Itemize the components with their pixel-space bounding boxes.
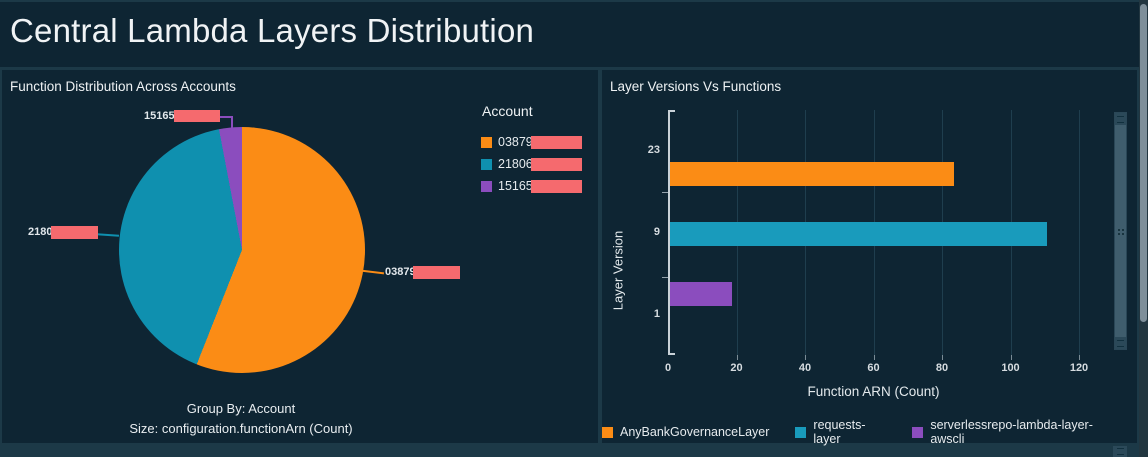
category-tick: [662, 277, 668, 278]
x-tick-mark: [805, 355, 806, 360]
bar-legend: AnyBankGovernanceLayer requests-layer se…: [602, 418, 1113, 446]
x-axis-title: Function ARN (Count): [807, 384, 940, 399]
pie-footer-groupby: Group By: Account: [186, 401, 296, 416]
bar-serverlessrepo-lambda-layer-awscli[interactable]: [670, 282, 732, 306]
pie-connector-purple: [220, 116, 233, 118]
pie-connector-purple: [231, 116, 233, 129]
bar-requests-layer[interactable]: [670, 222, 1047, 246]
pie-panel: Function Distribution Across Accounts 03…: [2, 70, 598, 443]
legend-swatch: [795, 426, 807, 438]
redaction-box: [530, 157, 582, 171]
legend-label: 15165: [498, 179, 533, 193]
x-tick-mark: [873, 355, 875, 360]
y-tick-label: 23: [647, 144, 660, 156]
bar-legend-item[interactable]: requests-layer: [795, 418, 886, 446]
pie-legend-title: Account: [482, 103, 533, 119]
legend-swatch: [602, 426, 613, 438]
scrollbar-cap-icon[interactable]: [1115, 113, 1126, 125]
pie-legend-item[interactable]: 21806: [481, 157, 582, 171]
legend-label: requests-layer: [813, 418, 866, 446]
pie-slice-label: 03879: [385, 266, 416, 278]
y-tick-label: 9: [653, 226, 660, 238]
legend-label: 03879: [498, 135, 533, 149]
pie-footer: Group By: Account Size: configuration.fu…: [2, 399, 480, 439]
pie-footer-size: Size: configuration.functionArn (Count): [129, 421, 353, 436]
legend-swatch: [481, 180, 492, 192]
bar-anybankgovernancelayer[interactable]: [670, 162, 954, 186]
x-tick-mark: [942, 355, 943, 360]
legend-swatch: [912, 426, 924, 438]
redaction-box: [413, 266, 460, 279]
x-tick-mark: [1010, 355, 1012, 360]
page-scrollbar[interactable]: [1139, 0, 1148, 457]
legend-swatch: [481, 136, 492, 148]
page-scrollbar-thumb[interactable]: [1140, 4, 1147, 322]
x-tick-mark: [736, 355, 738, 360]
x-tick-label: 40: [798, 362, 812, 374]
x-tick-label: 60: [867, 362, 880, 374]
redaction-box: [530, 135, 582, 149]
bar-legend-item[interactable]: AnyBankGovernanceLayer: [602, 425, 769, 439]
pie-panel-title: Function Distribution Across Accounts: [10, 79, 236, 94]
legend-label: 21806: [498, 157, 533, 171]
pie-connector-orange: [360, 269, 385, 275]
bar-plot-area: 23 9 1 0 20 40 60 80 100 120 Function AR…: [648, 110, 1114, 399]
x-tick-label: 20: [730, 362, 743, 374]
pie-connector-teal: [96, 233, 120, 237]
x-tick-label: 0: [664, 362, 672, 374]
y-tick-label: 1: [653, 308, 660, 320]
legend-swatch: [481, 158, 492, 170]
pie-legend-item[interactable]: 15165: [481, 179, 582, 193]
dashboard-header: Central Lambda Layers Distribution: [0, 2, 1139, 67]
y-axis-line: [668, 110, 675, 355]
scrollbar-cap-icon[interactable]: [1113, 446, 1127, 457]
bar-panel-title: Layer Versions Vs Functions: [610, 79, 782, 94]
pie-slice-label: 15165: [144, 110, 175, 122]
bar-panel: Layer Versions Vs Functions Layer Versio…: [602, 70, 1137, 446]
x-tick-label: 120: [1069, 362, 1089, 374]
legend-label: serverlessrepo-lambda-layer-awscli: [930, 418, 1093, 446]
x-tick-mark: [1079, 355, 1080, 360]
scrollbar-grip-icon[interactable]: [1118, 229, 1120, 231]
pie-legend-item[interactable]: 03879: [481, 135, 582, 149]
x-tick-label: 100: [1001, 362, 1020, 374]
category-tick: [662, 192, 668, 193]
legend-label: AnyBankGovernanceLayer: [620, 425, 770, 439]
scrollbar-cap-icon[interactable]: [1115, 337, 1126, 349]
x-tick-label: 80: [935, 362, 949, 374]
pie-slice-label: 2180: [28, 226, 53, 238]
pie-chart[interactable]: [119, 127, 365, 373]
dashboard-title: Central Lambda Layers Distribution: [10, 12, 535, 49]
gridline: [1079, 110, 1080, 355]
redaction-box: [530, 179, 582, 193]
chart-scrollbar[interactable]: [1114, 112, 1127, 350]
bar-legend-item[interactable]: serverlessrepo-lambda-layer-awscli: [912, 418, 1113, 446]
redaction-box: [174, 110, 220, 122]
redaction-box: [51, 226, 98, 239]
